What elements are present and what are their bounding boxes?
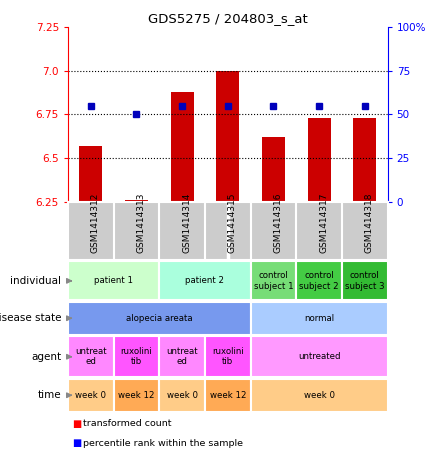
Bar — [68, 336, 113, 377]
Bar — [342, 261, 388, 300]
Text: control
subject 1: control subject 1 — [254, 271, 293, 290]
Text: patient 2: patient 2 — [185, 276, 224, 285]
Bar — [79, 146, 102, 202]
Text: control
subject 2: control subject 2 — [299, 271, 339, 290]
Text: ■: ■ — [72, 419, 81, 429]
Text: GSM1414316: GSM1414316 — [273, 193, 283, 253]
Text: untreat
ed: untreat ed — [75, 347, 106, 366]
Text: GSM1414314: GSM1414314 — [182, 193, 191, 253]
Bar — [251, 336, 388, 377]
Bar — [205, 336, 251, 377]
Text: ■: ■ — [72, 438, 81, 448]
Text: ruxolini
tib: ruxolini tib — [120, 347, 152, 366]
Bar — [113, 336, 159, 377]
Text: GSM1414317: GSM1414317 — [319, 193, 328, 253]
Text: week 12: week 12 — [118, 391, 155, 400]
Bar — [251, 261, 296, 300]
Bar — [205, 379, 251, 411]
Title: GDS5275 / 204803_s_at: GDS5275 / 204803_s_at — [148, 12, 307, 24]
Bar — [159, 261, 251, 300]
Bar — [68, 261, 159, 300]
Text: percentile rank within the sample: percentile rank within the sample — [83, 439, 243, 448]
Text: individual: individual — [11, 276, 61, 286]
Bar — [171, 92, 194, 202]
Text: GSM1414318: GSM1414318 — [365, 193, 374, 253]
Bar — [262, 137, 285, 202]
Text: time: time — [38, 390, 61, 400]
Bar — [68, 379, 113, 411]
Bar — [216, 71, 239, 202]
Text: ruxolini
tib: ruxolini tib — [212, 347, 244, 366]
Text: transformed count: transformed count — [83, 419, 172, 428]
Bar — [251, 379, 388, 411]
Bar — [296, 261, 342, 300]
Bar — [113, 379, 159, 411]
Bar — [353, 118, 376, 202]
Text: disease state: disease state — [0, 313, 61, 323]
Text: untreated: untreated — [298, 352, 340, 361]
Text: control
subject 3: control subject 3 — [345, 271, 385, 290]
Bar — [251, 302, 388, 334]
Text: week 0: week 0 — [166, 391, 198, 400]
Text: alopecia areata: alopecia areata — [126, 314, 193, 323]
Text: week 0: week 0 — [304, 391, 335, 400]
Bar — [125, 200, 148, 202]
Bar — [159, 379, 205, 411]
Text: GSM1414315: GSM1414315 — [228, 193, 237, 253]
Text: GSM1414313: GSM1414313 — [136, 193, 145, 253]
Text: week 0: week 0 — [75, 391, 106, 400]
Text: untreat
ed: untreat ed — [166, 347, 198, 366]
Bar — [307, 118, 331, 202]
Text: normal: normal — [304, 314, 334, 323]
Text: GSM1414312: GSM1414312 — [91, 193, 100, 253]
Text: week 12: week 12 — [209, 391, 246, 400]
Bar — [159, 336, 205, 377]
Bar — [68, 302, 251, 334]
Text: agent: agent — [32, 352, 61, 362]
Text: patient 1: patient 1 — [94, 276, 133, 285]
